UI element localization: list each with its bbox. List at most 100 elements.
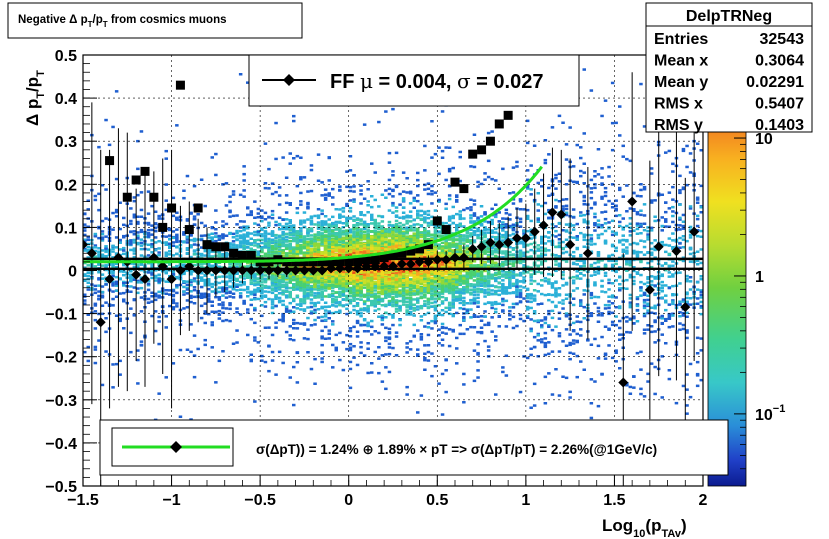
heatmap-cell <box>306 297 310 300</box>
heatmap-cell <box>338 303 342 307</box>
heatmap-cell <box>359 233 363 237</box>
heatmap-cell <box>97 226 101 230</box>
heatmap-cell <box>338 295 342 298</box>
heatmap-cell <box>203 338 207 342</box>
heatmap-cell <box>352 190 356 193</box>
heatmap-cell <box>362 323 367 327</box>
heatmap-cell <box>217 317 222 320</box>
heatmap-cell <box>263 286 268 289</box>
heatmap-cell <box>139 247 144 251</box>
heatmap-cell <box>93 302 98 306</box>
heatmap-cell <box>316 284 321 287</box>
heatmap-cell <box>288 251 292 255</box>
heatmap-cell <box>274 286 278 290</box>
heatmap-cell <box>263 252 268 255</box>
heatmap-cell <box>281 242 285 245</box>
heatmap-cell <box>327 283 331 287</box>
heatmap-cell <box>362 354 367 357</box>
heatmap-cell <box>370 287 374 290</box>
heatmap-cell <box>114 280 119 284</box>
heatmap-cell <box>295 351 300 354</box>
heatmap-cell <box>246 240 250 244</box>
heatmap-cell <box>210 323 214 327</box>
heatmap-cell <box>274 274 278 277</box>
heatmap-cell <box>302 298 307 302</box>
heatmap-cell <box>327 192 331 195</box>
heatmap-cell <box>86 285 90 288</box>
heatmap-cell <box>207 264 211 267</box>
heatmap-cell <box>288 254 292 257</box>
heatmap-cell <box>256 277 261 280</box>
heatmap-cell <box>274 282 278 286</box>
heatmap-cell <box>323 252 328 255</box>
heatmap-cell <box>199 276 204 279</box>
heatmap-cell <box>299 302 303 306</box>
heatmap-cell <box>263 226 268 230</box>
heatmap-cell <box>207 280 211 283</box>
heatmap-cell <box>253 279 257 282</box>
heatmap-cell <box>338 239 342 243</box>
heatmap-cell <box>309 223 314 226</box>
heatmap-cell <box>302 254 307 257</box>
heatmap-cell <box>228 275 232 278</box>
heatmap-cell <box>203 224 207 227</box>
heatmap-cell <box>309 252 314 255</box>
heatmap-cell <box>302 309 307 313</box>
heatmap-cell <box>199 316 204 320</box>
heatmap-cell <box>104 247 108 250</box>
heatmap-cell <box>334 285 338 288</box>
heatmap-cell <box>199 263 204 266</box>
heatmap-cell <box>207 293 211 296</box>
heatmap-cell <box>100 296 105 299</box>
heatmap-cell <box>338 243 342 247</box>
heatmap-cell <box>359 307 363 311</box>
heatmap-cell <box>292 275 296 279</box>
heatmap-cell <box>164 241 168 244</box>
heatmap-cell <box>97 271 101 274</box>
heatmap-cell <box>242 288 246 292</box>
heatmap-cell <box>331 240 335 244</box>
heatmap-cell <box>292 403 296 407</box>
heatmap-cell <box>288 275 292 278</box>
heatmap-cell <box>256 281 261 284</box>
heatmap-cell <box>338 309 342 312</box>
heatmap-cell <box>228 270 232 274</box>
heatmap-cell <box>260 248 264 252</box>
heatmap-cell <box>235 285 239 288</box>
heatmap-cell <box>316 236 321 240</box>
heatmap-cell <box>348 250 353 253</box>
heatmap-cell <box>313 308 317 312</box>
heatmap-cell <box>217 286 222 289</box>
heatmap-cell <box>355 236 360 239</box>
heatmap-cell <box>316 273 321 276</box>
heatmap-cell <box>171 230 176 233</box>
heatmap-cell <box>249 292 253 296</box>
heatmap-cell <box>139 244 144 247</box>
heatmap-cell <box>153 276 158 279</box>
heatmap-cell <box>292 239 296 243</box>
heatmap-cell <box>221 236 225 240</box>
heatmap-cell <box>221 235 225 238</box>
heatmap-cell <box>299 248 303 251</box>
heatmap-cell <box>366 270 370 274</box>
heatmap-cell <box>327 232 331 236</box>
heatmap-cell <box>253 230 257 234</box>
heatmap-cell <box>157 240 161 243</box>
heatmap-cell <box>345 244 349 248</box>
heatmap-cell <box>203 284 207 287</box>
heatmap-cell <box>373 171 377 174</box>
heatmap-cell <box>86 313 90 316</box>
heatmap-cell <box>136 358 140 362</box>
heatmap-cell <box>299 304 303 307</box>
heatmap-cell <box>359 314 363 318</box>
heatmap-cell <box>210 304 214 307</box>
heatmap-cell <box>270 213 275 216</box>
heatmap-cell <box>331 290 335 293</box>
heatmap-cell <box>260 233 264 236</box>
heatmap-cell <box>373 272 377 275</box>
heatmap-cell <box>242 299 246 303</box>
heatmap-cell <box>284 284 289 287</box>
heatmap-cell <box>214 209 218 212</box>
heatmap-cell <box>270 350 275 354</box>
heatmap-cell <box>334 233 338 236</box>
